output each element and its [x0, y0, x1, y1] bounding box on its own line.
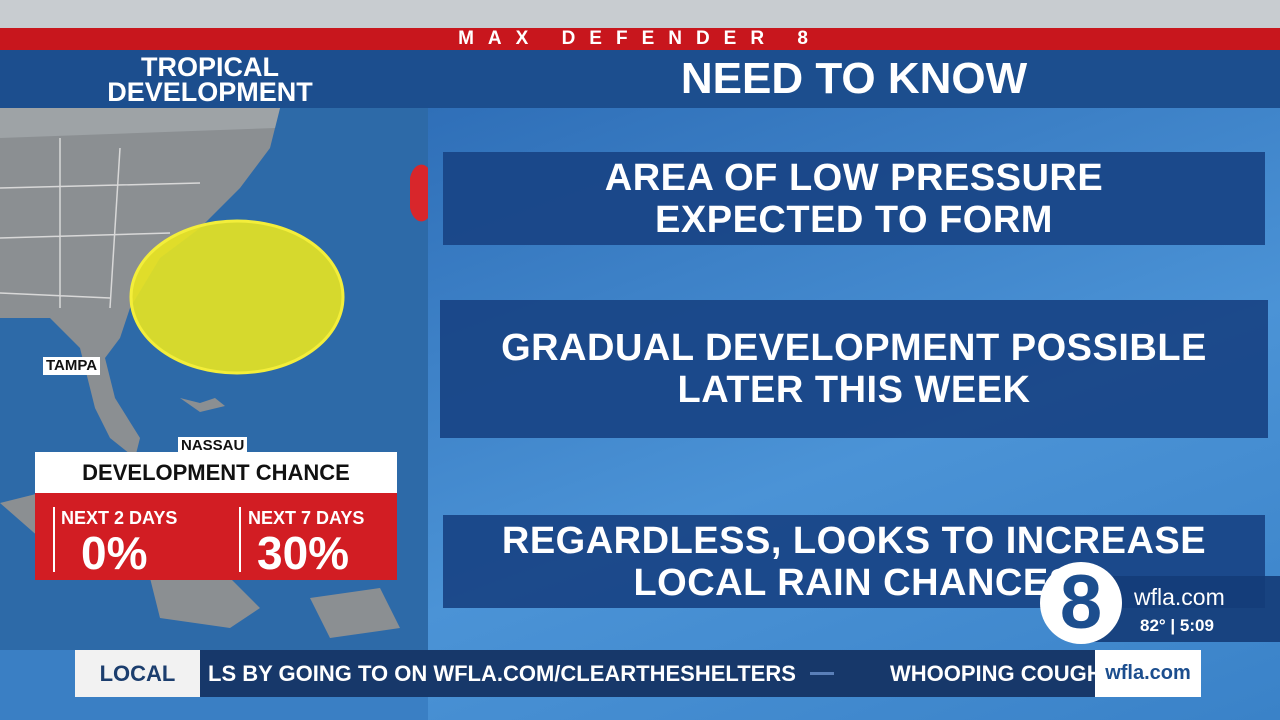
ticker-bar: LS BY GOING TO ON WFLA.COM/CLEARTHESHELT…	[200, 650, 1095, 697]
city-label: TAMPA	[43, 357, 101, 375]
ticker-separator	[810, 672, 834, 675]
ticker-section: LOCAL	[75, 650, 200, 697]
chance-label: NEXT 2 DAYS	[61, 508, 178, 528]
section-title: NEED TO KNOW	[680, 54, 1028, 103]
map-title: TROPICAL DEVELOPMENT	[60, 52, 360, 107]
header-band	[0, 50, 1280, 108]
chance-value: 0%	[81, 527, 148, 579]
banner: MAX DEFENDER 8	[0, 28, 1280, 50]
station-site: wfla.com	[1134, 584, 1225, 610]
info-line: EXPECTED TO FORM	[655, 198, 1053, 241]
city-label: NASSAU	[178, 437, 248, 455]
info-line: REGARDLESS, LOOKS TO INCREASE	[501, 519, 1207, 562]
info-box: GRADUAL DEVELOPMENT POSSIBLE LATER THIS …	[440, 300, 1268, 438]
ticker-item: WHOOPING COUGH	[890, 661, 1095, 686]
chance-value: 30%	[257, 527, 350, 579]
divider	[53, 507, 55, 572]
info-line: LATER THIS WEEK	[677, 369, 1031, 411]
top-strip	[0, 0, 1280, 28]
station-logo: 8	[1040, 562, 1122, 644]
info-line: GRADUAL DEVELOPMENT POSSIBLE	[501, 327, 1207, 369]
divider	[239, 507, 241, 572]
ticker-item: LS BY GOING TO ON WFLA.COM/CLEARTHESHELT…	[208, 661, 796, 686]
chance-label: NEXT 7 DAYS	[248, 508, 365, 528]
chance-title: DEVELOPMENT CHANCE	[35, 452, 397, 493]
map-title-line: DEVELOPMENT	[107, 77, 313, 107]
info-box: AREA OF LOW PRESSURE EXPECTED TO FORM	[443, 152, 1265, 245]
info-line: LOCAL RAIN CHANCES	[633, 561, 1075, 604]
map-title-line: TROPICAL	[141, 52, 279, 82]
info-line: AREA OF LOW PRESSURE	[604, 156, 1104, 199]
station-weather: 82° | 5:09	[1140, 616, 1214, 635]
ticker-logo: wfla.com	[1095, 650, 1201, 697]
chance-panel: DEVELOPMENT CHANCE NEXT 2 DAYS 0% NEXT 7…	[35, 452, 397, 580]
